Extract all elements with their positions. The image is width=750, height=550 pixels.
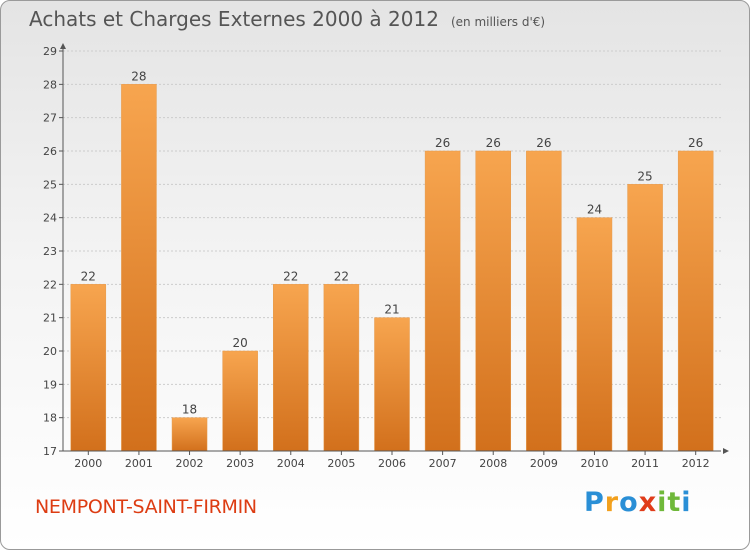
bar-value-label: 18	[182, 403, 197, 417]
bar	[424, 150, 461, 452]
bar	[627, 184, 663, 452]
logo-letter: i	[681, 487, 692, 518]
proxiti-logo: Proxiti	[584, 487, 692, 518]
x-tick-label: 2010	[580, 457, 608, 470]
bar-value-label: 26	[688, 136, 703, 150]
labels: 17 18 19 20 21 22 23 24 25 26 27 28 29 22 2000 28 2001 18…	[43, 45, 710, 470]
logo-letter: o	[619, 487, 639, 518]
y-axis-arrow	[60, 43, 66, 49]
x-tick-label: 2009	[530, 457, 558, 470]
y-tick-label: 27	[43, 112, 57, 125]
x-tick-label: 2006	[378, 457, 406, 470]
bar-value-label: 21	[384, 303, 399, 317]
chart-title-text: Achats et Charges Externes 2000 à 2012	[29, 7, 439, 31]
y-tick-label: 20	[43, 345, 57, 358]
bar	[121, 84, 157, 452]
x-tick-label: 2001	[125, 457, 153, 470]
bar-value-label: 26	[486, 136, 501, 150]
logo-letter: i	[657, 487, 668, 518]
bar-value-label: 24	[587, 203, 602, 217]
bar-value-label: 25	[637, 169, 652, 183]
x-tick-label: 2011	[631, 457, 659, 470]
bar	[576, 217, 613, 452]
x-tick-label: 2002	[176, 457, 204, 470]
chart-title: Achats et Charges Externes 2000 à 2012 (e…	[29, 7, 545, 31]
logo-letter: t	[667, 487, 682, 518]
bar-value-label: 26	[536, 136, 551, 150]
x-axis-arrow	[723, 448, 729, 454]
bar-value-label: 26	[435, 136, 450, 150]
bar	[323, 284, 360, 452]
x-tick-label: 2012	[682, 457, 710, 470]
y-tick-label: 21	[43, 312, 57, 325]
axes	[59, 43, 729, 455]
bar-value-label: 20	[233, 336, 248, 350]
bars	[70, 84, 714, 452]
y-tick-label: 17	[43, 445, 57, 458]
chart-subtitle: (en milliers d'€)	[450, 15, 546, 29]
bar	[171, 417, 208, 452]
y-tick-label: 24	[43, 212, 57, 225]
bar	[70, 284, 107, 452]
bar-value-label: 28	[131, 69, 146, 83]
y-tick-label: 25	[43, 178, 57, 191]
x-tick-label: 2000	[74, 457, 102, 470]
y-tick-label: 26	[43, 145, 57, 158]
y-tick-label: 22	[43, 278, 57, 291]
bar	[475, 150, 511, 452]
logo-letter: x	[638, 487, 658, 518]
bar-value-label: 22	[81, 269, 96, 283]
x-tick-label: 2004	[277, 457, 305, 470]
x-tick-label: 2008	[479, 457, 507, 470]
x-tick-label: 2003	[226, 457, 254, 470]
x-tick-label: 2007	[429, 457, 457, 470]
bar	[273, 284, 309, 452]
logo-letter: P	[584, 487, 605, 518]
bar	[526, 150, 562, 452]
y-tick-label: 28	[43, 78, 57, 91]
y-tick-label: 18	[43, 412, 57, 425]
x-tick-label: 2005	[327, 457, 355, 470]
bar	[222, 350, 258, 452]
bar-value-label: 22	[334, 269, 349, 283]
y-tick-label: 19	[43, 378, 57, 391]
bar-value-label: 22	[283, 269, 298, 283]
bar	[374, 317, 410, 452]
y-tick-label: 29	[43, 45, 57, 58]
logo-letter: r	[604, 487, 620, 518]
bar	[677, 150, 714, 452]
y-tick-label: 23	[43, 245, 57, 258]
commune-name: NEMPONT-SAINT-FIRMIN	[35, 496, 257, 518]
bar-chart: 17 18 19 20 21 22 23 24 25 26 27 28 29 22 2000 28 2001 18…	[43, 43, 729, 470]
